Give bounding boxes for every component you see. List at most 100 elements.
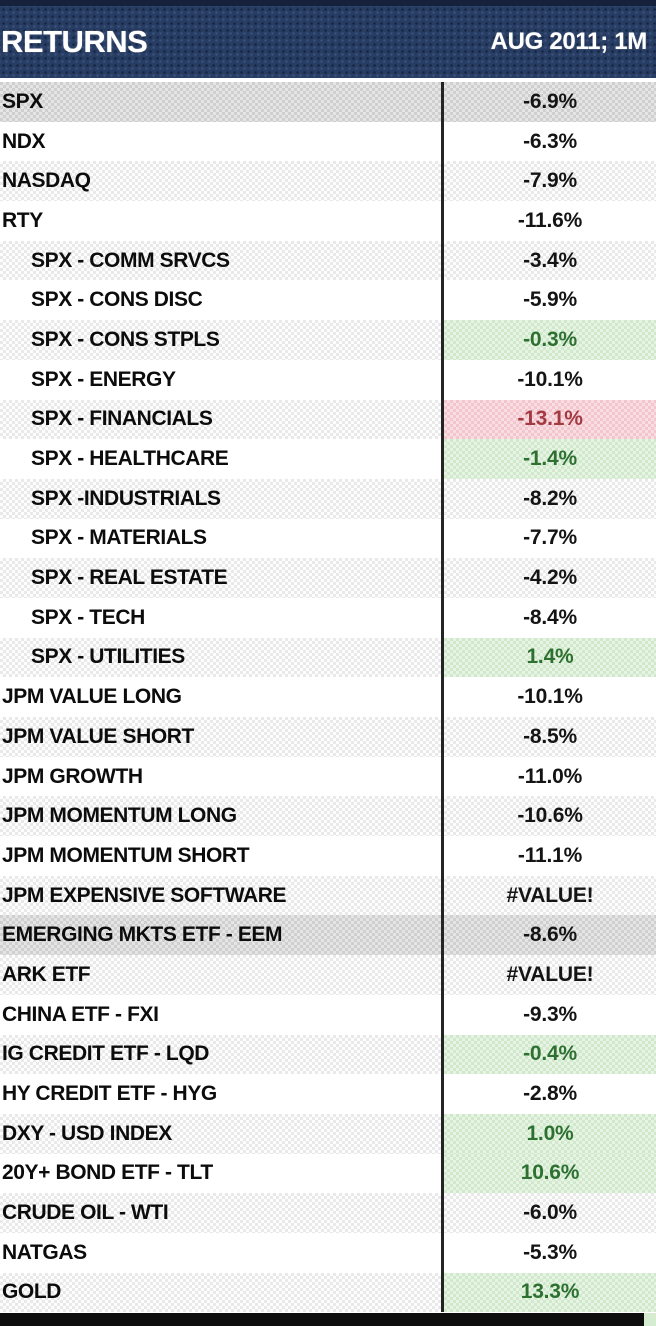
instrument-cell[interactable]: SPX - UTILITIES <box>0 638 441 678</box>
return-value: 1.4% <box>526 645 574 669</box>
table-row[interactable]: JPM EXPENSIVE SOFTWARE #VALUE! <box>0 875 656 916</box>
return-value-cell[interactable]: -6.3% <box>441 121 656 162</box>
table-row[interactable]: SPX - FINANCIALS -13.1% <box>0 399 656 440</box>
instrument-cell[interactable]: SPX - ENERGY <box>0 360 441 400</box>
instrument-cell[interactable]: SPX - HEALTHCARE <box>0 439 441 479</box>
table-row[interactable]: ARK ETF #VALUE! <box>0 955 656 995</box>
table-row[interactable]: CHINA ETF - FXI -9.3% <box>0 994 656 1035</box>
return-value-cell[interactable]: -7.9% <box>441 161 656 202</box>
instrument-cell[interactable]: CHINA ETF - FXI <box>0 995 441 1035</box>
return-value-cell[interactable]: -11.6% <box>441 201 656 241</box>
return-value-cell[interactable]: 1.4% <box>441 637 656 678</box>
table-row[interactable]: SPX - HEALTHCARE -1.4% <box>0 439 656 479</box>
table-row[interactable]: SPX - UTILITIES 1.4% <box>0 637 656 678</box>
table-row[interactable]: GOLD 13.3% <box>0 1272 656 1313</box>
table-row[interactable]: JPM VALUE SHORT -8.5% <box>0 717 656 757</box>
instrument-cell[interactable]: SPX - REAL ESTATE <box>0 558 441 598</box>
table-row[interactable]: RTY -11.6% <box>0 201 656 241</box>
return-value-cell[interactable]: -6.0% <box>441 1193 656 1233</box>
table-row[interactable]: SPX -INDUSTRIALS -8.2% <box>0 478 656 519</box>
instrument-cell[interactable]: JPM MOMENTUM SHORT <box>0 836 441 876</box>
instrument-cell[interactable]: JPM EXPENSIVE SOFTWARE <box>0 876 441 916</box>
return-value-cell[interactable]: #VALUE! <box>441 875 656 916</box>
table-row[interactable]: NATGAS -5.3% <box>0 1232 656 1273</box>
table-row[interactable]: CRUDE OIL - WTI -6.0% <box>0 1193 656 1233</box>
return-value-cell[interactable]: -0.3% <box>441 320 656 360</box>
instrument-cell[interactable]: CRUDE OIL - WTI <box>0 1193 441 1233</box>
table-row[interactable]: NDX -6.3% <box>0 121 656 162</box>
table-row[interactable]: SPX - REAL ESTATE -4.2% <box>0 558 656 598</box>
return-value-cell[interactable]: 1.0% <box>441 1113 656 1154</box>
table-row[interactable]: EMERGING MKTS ETF - EEM -8.6% <box>0 915 656 956</box>
return-value-cell[interactable]: -11.0% <box>441 756 656 797</box>
return-value-cell[interactable]: -0.4% <box>441 1034 656 1075</box>
table-row[interactable]: IG CREDIT ETF - LQD -0.4% <box>0 1034 656 1075</box>
table-row[interactable]: SPX - CONS STPLS -0.3% <box>0 320 656 360</box>
return-value-cell[interactable]: -5.9% <box>441 280 656 321</box>
table-row[interactable]: NASDAQ -7.9% <box>0 161 656 202</box>
instrument-label: ARK ETF <box>2 962 91 986</box>
table-row[interactable]: JPM GROWTH -11.0% <box>0 756 656 797</box>
return-value-cell[interactable]: -4.2% <box>441 558 656 598</box>
instrument-cell[interactable]: JPM VALUE LONG <box>0 677 441 717</box>
return-value-cell[interactable]: -10.1% <box>441 677 656 717</box>
instrument-cell[interactable]: SPX - FINANCIALS <box>0 400 441 440</box>
instrument-label: CHINA ETF - FXI <box>2 1002 159 1026</box>
table-row[interactable]: SPX - MATERIALS -7.7% <box>0 518 656 559</box>
return-value-cell[interactable]: -6.9% <box>441 82 656 122</box>
table-row[interactable]: JPM MOMENTUM SHORT -11.1% <box>0 836 656 876</box>
return-value-cell[interactable]: 10.6% <box>441 1153 656 1194</box>
instrument-cell[interactable]: SPX <box>0 82 441 122</box>
table-row[interactable]: 20Y+ BOND ETF - TLT 10.6% <box>0 1153 656 1194</box>
instrument-cell[interactable]: JPM GROWTH <box>0 757 441 797</box>
instrument-cell[interactable]: NATGAS <box>0 1233 441 1273</box>
return-value-cell[interactable]: -8.4% <box>441 597 656 638</box>
table-row[interactable]: JPM VALUE LONG -10.1% <box>0 677 656 717</box>
instrument-cell[interactable]: SPX - COMM SRVCS <box>0 241 441 281</box>
return-value-cell[interactable]: -7.7% <box>441 518 656 559</box>
return-value: -5.9% <box>523 288 577 312</box>
instrument-cell[interactable]: DXY - USD INDEX <box>0 1114 441 1154</box>
instrument-cell[interactable]: ARK ETF <box>0 955 441 995</box>
instrument-cell[interactable]: SPX - TECH <box>0 598 441 638</box>
table-row[interactable]: DXY - USD INDEX 1.0% <box>0 1113 656 1154</box>
table-row[interactable]: SPX -6.9% <box>0 82 656 122</box>
return-value-cell[interactable]: -3.4% <box>441 240 656 281</box>
table-row[interactable]: SPX - CONS DISC -5.9% <box>0 280 656 321</box>
return-value: -0.3% <box>523 327 577 351</box>
instrument-cell[interactable]: SPX - CONS STPLS <box>0 320 441 360</box>
return-value-cell[interactable]: -10.1% <box>441 359 656 400</box>
return-value-cell[interactable]: -2.8% <box>441 1074 656 1114</box>
instrument-cell[interactable]: EMERGING MKTS ETF - EEM <box>0 915 441 955</box>
table-row[interactable]: HY CREDIT ETF - HYG -2.8% <box>0 1074 656 1114</box>
return-value-cell[interactable]: -8.5% <box>441 717 656 757</box>
table-row[interactable]: JPM MOMENTUM LONG -10.6% <box>0 796 656 837</box>
return-value-cell[interactable]: #VALUE! <box>441 955 656 995</box>
instrument-cell[interactable]: NDX <box>0 122 441 162</box>
return-value-cell[interactable]: -9.3% <box>441 994 656 1035</box>
instrument-cell[interactable]: 20Y+ BOND ETF - TLT <box>0 1154 441 1194</box>
instrument-cell[interactable]: JPM MOMENTUM LONG <box>0 796 441 836</box>
return-value-cell[interactable]: -13.1% <box>441 399 656 440</box>
return-value-cell[interactable]: -8.6% <box>441 915 656 956</box>
return-value-cell[interactable]: 13.3% <box>441 1272 656 1313</box>
return-value-cell[interactable]: -11.1% <box>441 836 656 876</box>
return-value-cell[interactable]: -1.4% <box>441 439 656 479</box>
instrument-cell[interactable]: JPM VALUE SHORT <box>0 717 441 757</box>
table-row[interactable]: SPX - COMM SRVCS -3.4% <box>0 240 656 281</box>
instrument-cell[interactable]: RTY <box>0 201 441 241</box>
bottom-border-bar <box>0 1313 644 1326</box>
instrument-cell[interactable]: HY CREDIT ETF - HYG <box>0 1074 441 1114</box>
return-value-cell[interactable]: -8.2% <box>441 478 656 519</box>
table-row[interactable]: SPX - TECH -8.4% <box>0 597 656 638</box>
instrument-cell[interactable]: IG CREDIT ETF - LQD <box>0 1035 441 1075</box>
return-value-cell[interactable]: -5.3% <box>441 1232 656 1273</box>
instrument-cell[interactable]: SPX - CONS DISC <box>0 280 441 320</box>
table-row[interactable]: SPX - ENERGY -10.1% <box>0 359 656 400</box>
instrument-cell[interactable]: SPX -INDUSTRIALS <box>0 479 441 519</box>
instrument-cell[interactable]: SPX - MATERIALS <box>0 519 441 559</box>
instrument-cell[interactable]: NASDAQ <box>0 161 441 201</box>
instrument-cell[interactable]: GOLD <box>0 1273 441 1313</box>
return-value-cell[interactable]: -10.6% <box>441 796 656 837</box>
return-value: -2.8% <box>523 1082 577 1106</box>
